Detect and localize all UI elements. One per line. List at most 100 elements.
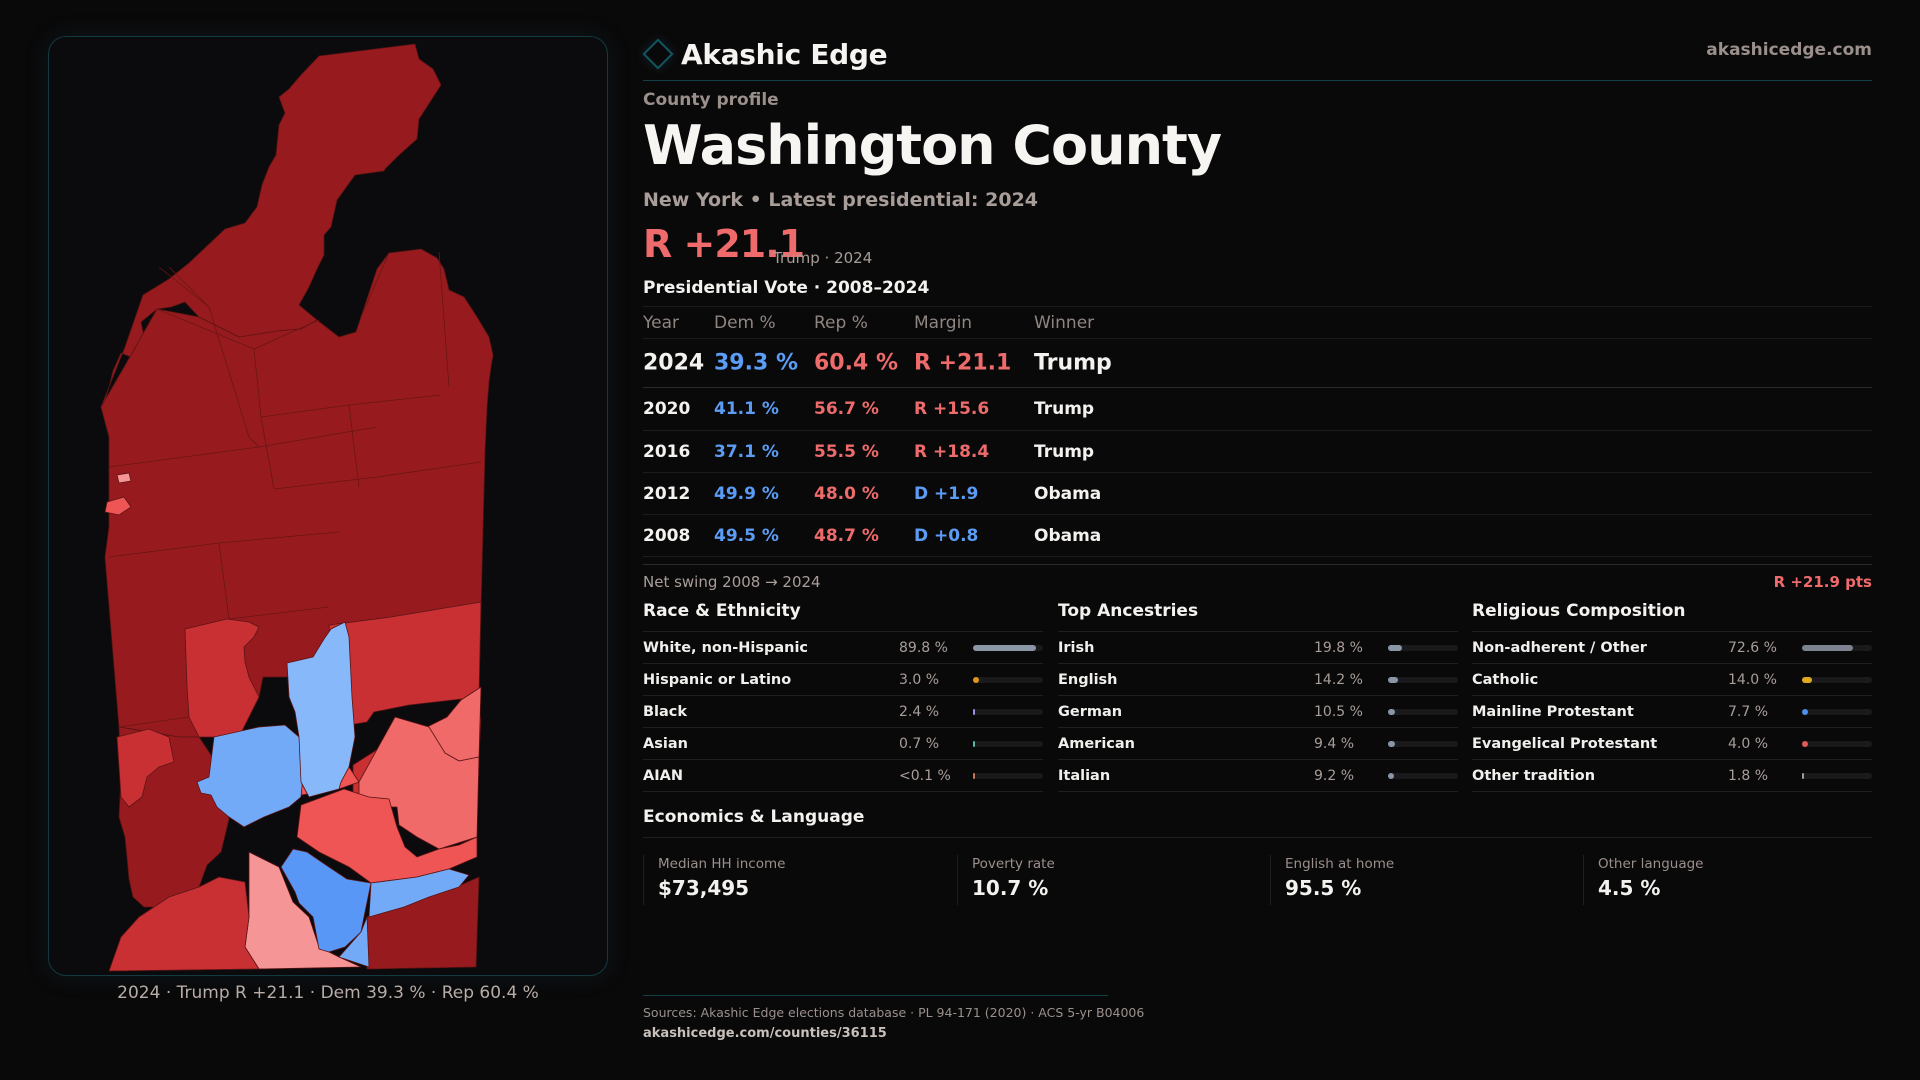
net-swing-label: Net swing 2008 → 2024 (643, 573, 821, 591)
panel-top-ancestries: Top Ancestries Irish 19.8 % English 14.2 % Ge… (1058, 601, 1458, 792)
item-label: American (1058, 736, 1135, 752)
panel-title: Religious Composition (1472, 601, 1872, 632)
map-town-r-strong[interactable] (100, 43, 442, 408)
vote-table: Year Dem % Rep % Margin Winner 2024 39.3… (643, 306, 1872, 565)
map-town-d-light[interactable] (286, 621, 356, 798)
map-boundary-line (118, 716, 190, 728)
stat-value: $73,495 (658, 876, 750, 900)
panel-title: Race & Ethnicity (643, 601, 1043, 632)
headline-margin: R +21.1 (643, 222, 805, 266)
panel-race-ethnicity: Race & Ethnicity White, non-Hispanic 89.8 … (643, 601, 1043, 792)
row-margin: R +21.1 (914, 350, 1012, 376)
item-label: White, non-Hispanic (643, 640, 809, 656)
list-item: English 14.2 % (1058, 664, 1458, 696)
item-label: German (1058, 704, 1123, 720)
row-winner: Obama (1034, 483, 1102, 504)
map-boundary-line (158, 266, 210, 308)
row-dem: 41.1 % (714, 399, 779, 419)
list-item: Italian 9.2 % (1058, 760, 1458, 792)
map-boundary-line (348, 404, 360, 488)
site-link[interactable]: akashicedge.com (1706, 40, 1872, 60)
share-bar-track (973, 645, 1043, 651)
map-town-d-lean[interactable] (368, 868, 470, 918)
list-item: Black 2.4 % (643, 696, 1043, 728)
footer-divider (643, 995, 1108, 996)
table-row: 2024 39.3 % 60.4 % R +21.1 Trump (643, 338, 1872, 388)
list-item: American 9.4 % (1058, 728, 1458, 760)
list-item: Mainline Protestant 7.7 % (1472, 696, 1872, 728)
headline-note: Trump · 2024 (773, 249, 873, 267)
economics-divider (643, 837, 1872, 838)
table-divider (643, 564, 1872, 565)
row-year: 2016 (643, 441, 691, 462)
share-bar-track (973, 677, 1043, 683)
stat-other-language: Other language 4.5 % (1583, 855, 1703, 905)
col-margin: Margin (914, 312, 973, 333)
item-label: Other tradition (1472, 768, 1596, 784)
list-item: Evangelical Protestant 4.0 % (1472, 728, 1872, 760)
row-year: 2012 (643, 483, 691, 504)
map-town-d-lean[interactable] (196, 724, 305, 828)
item-label: AIAN (643, 768, 683, 784)
item-label: Italian (1058, 768, 1111, 784)
stat-median-income: Median HH income $73,495 (643, 855, 785, 905)
share-bar-track (1388, 741, 1458, 747)
row-year: 2008 (643, 525, 691, 546)
item-value: 3.0 % (899, 672, 940, 688)
panel-religious-composition: Religious Composition Non-adherent / Othe… (1472, 601, 1872, 792)
map-boundary-line (273, 461, 482, 490)
list-item: German 10.5 % (1058, 696, 1458, 728)
map-town-r-lean[interactable] (296, 788, 478, 884)
stat-value: 10.7 % (972, 876, 1049, 900)
map-boundary-line (218, 531, 340, 544)
row-winner: Trump (1034, 441, 1095, 462)
brand[interactable]: Akashic Edge (642, 34, 888, 74)
row-dem: 49.5 % (714, 525, 779, 546)
row-winner: Trump (1034, 350, 1112, 376)
item-label: English (1058, 672, 1118, 688)
diamond-outline-icon (642, 38, 674, 70)
stat-label: English at home (1285, 856, 1395, 872)
list-item: Irish 19.8 % (1058, 632, 1458, 664)
panel-title: Top Ancestries (1058, 601, 1458, 632)
map-town-d-lean[interactable] (338, 916, 370, 968)
row-rep: 48.0 % (814, 483, 879, 504)
item-label: Non-adherent / Other (1472, 640, 1647, 656)
stat-label: Poverty rate (972, 856, 1055, 872)
map-town-r-mid[interactable] (184, 618, 260, 738)
share-bar-track (1802, 741, 1872, 747)
share-bar-fill (973, 773, 975, 779)
item-value: 7.7 % (1728, 704, 1769, 720)
county-map[interactable] (49, 37, 608, 976)
map-town-r-mid[interactable] (116, 728, 175, 808)
map-boundary-line (260, 416, 275, 490)
item-value: 72.6 % (1728, 640, 1777, 656)
list-item: Hispanic or Latino 3.0 % (643, 664, 1043, 696)
map-boundary-line (168, 266, 260, 448)
map-town-r-mid[interactable] (108, 876, 260, 972)
map-town-r-tilt[interactable] (116, 472, 132, 484)
county-map-panel[interactable] (48, 36, 608, 976)
table-row: 2012 49.9 % 48.0 % D +1.9 Obama (643, 472, 1872, 514)
share-bar-fill (973, 677, 979, 683)
share-bar-track (1802, 677, 1872, 683)
map-town-r-lean[interactable] (104, 496, 132, 516)
map-boundary-line (438, 251, 450, 388)
list-item: Non-adherent / Other 72.6 % (1472, 632, 1872, 664)
item-value: 0.7 % (899, 736, 940, 752)
col-rep: Rep % (814, 312, 868, 333)
share-bar-track (1388, 677, 1458, 683)
list-item: Catholic 14.0 % (1472, 664, 1872, 696)
item-label: Irish (1058, 640, 1095, 656)
row-winner: Obama (1034, 525, 1102, 546)
share-bar-track (1802, 645, 1872, 651)
item-value: 9.2 % (1314, 768, 1355, 784)
share-bar-track (973, 741, 1043, 747)
net-swing-value: R +21.9 pts (1773, 573, 1872, 591)
header-divider (643, 80, 1872, 81)
page-kicker: County profile (643, 90, 779, 110)
item-value: 14.0 % (1728, 672, 1777, 688)
item-value: 10.5 % (1314, 704, 1363, 720)
share-bar-fill (1802, 677, 1812, 683)
county-permalink[interactable]: akashicedge.com/counties/36115 (643, 1026, 887, 1041)
